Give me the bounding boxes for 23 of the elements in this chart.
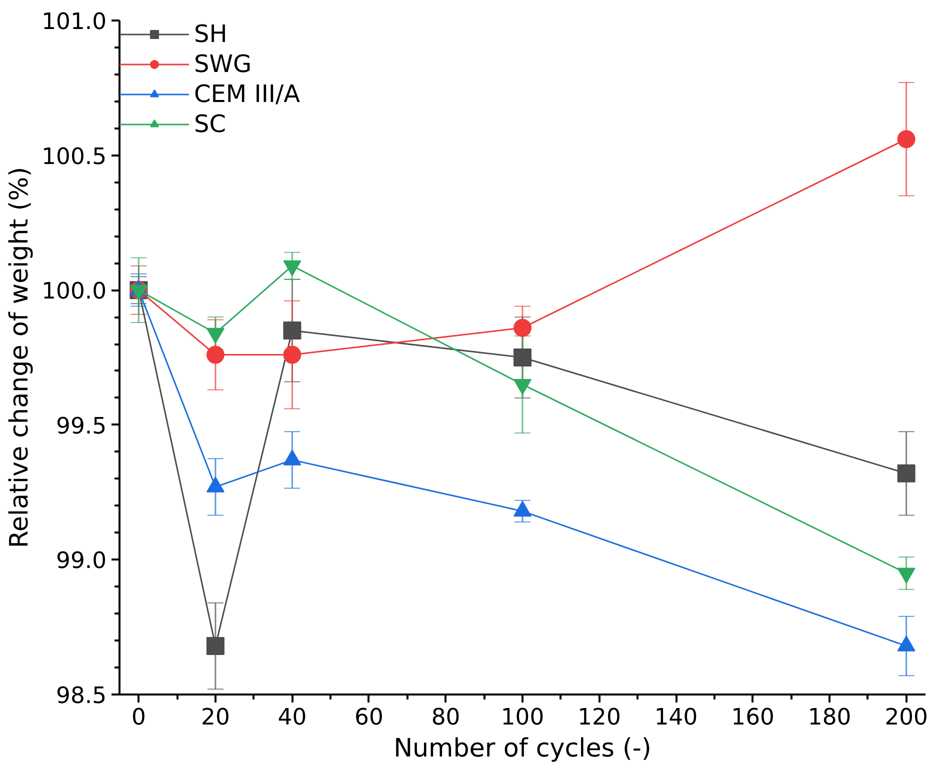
y-tick-label: 100.0	[42, 278, 107, 305]
legend-label: SWG	[194, 50, 252, 78]
legend-label: CEM III/A	[194, 80, 300, 108]
x-tick-label: 60	[354, 704, 384, 730]
y-tick-label: 99.5	[56, 413, 107, 440]
y-tick-label: 100.5	[42, 144, 107, 170]
x-tick-label: 160	[731, 704, 774, 730]
x-tick-label: 140	[654, 704, 698, 730]
x-tick-label: 80	[431, 704, 460, 730]
x-tick-label: 200	[884, 704, 928, 730]
x-tick-label: 180	[808, 704, 852, 730]
y-axis-title: Relative change of weight (%)	[4, 166, 34, 548]
x-tick-label: 0	[131, 704, 146, 730]
legend-label: SC	[194, 110, 226, 138]
y-tick-label: 98.5	[56, 683, 107, 709]
y-tick-label: 101.0	[42, 9, 107, 35]
x-tick-label: 100	[500, 704, 544, 730]
y-tick-label: 99.0	[56, 548, 107, 574]
x-tick-label: 120	[578, 704, 621, 730]
x-tick-label: 20	[201, 704, 230, 730]
legend-label: SH	[194, 20, 228, 48]
x-axis-title: Number of cycles (-)	[394, 732, 652, 762]
x-tick-label: 40	[278, 704, 307, 730]
